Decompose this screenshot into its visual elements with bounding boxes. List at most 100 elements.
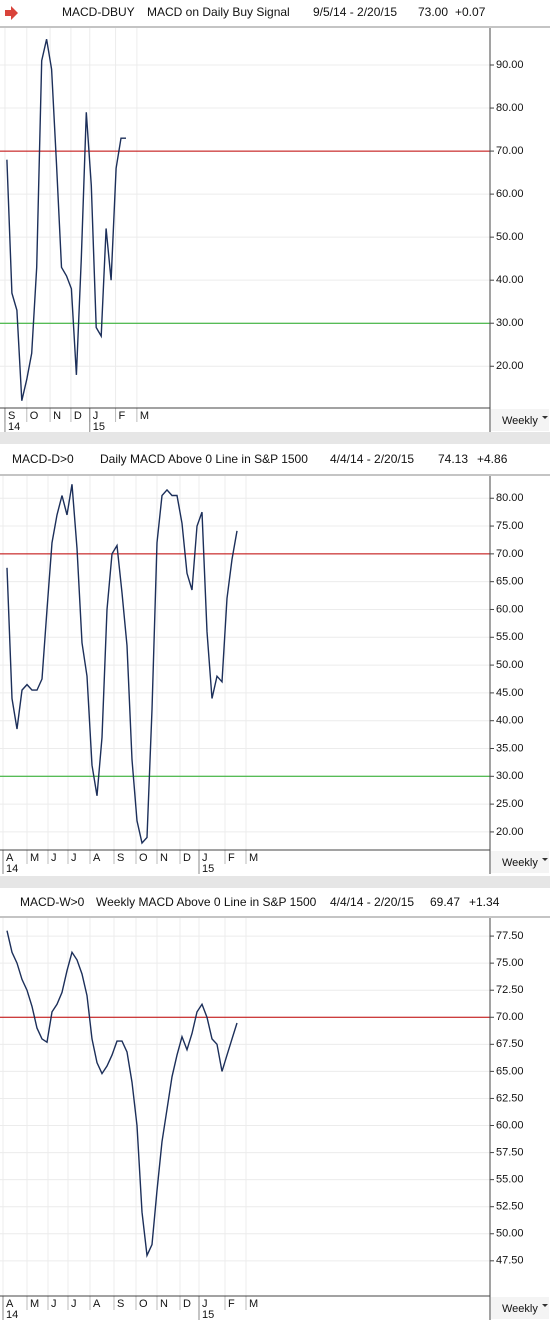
y-tick-label: 80.00	[496, 102, 524, 114]
x-tick-label: M	[249, 852, 258, 864]
y-tick-label: 60.00	[496, 188, 524, 200]
year-label: 14	[6, 1309, 18, 1321]
y-tick-label: 60.00	[496, 603, 524, 615]
y-tick-label: 77.50	[496, 930, 524, 942]
x-tick-label: D	[183, 852, 191, 864]
y-tick-label: 52.50	[496, 1201, 524, 1213]
x-tick-label: J	[202, 852, 208, 864]
y-tick-label: 25.00	[496, 798, 524, 810]
y-tick-label: 75.00	[496, 957, 524, 969]
x-tick-label: O	[139, 1298, 148, 1310]
y-tick-label: 67.50	[496, 1038, 524, 1050]
header-last: 74.13	[438, 452, 468, 466]
header-title: MACD on Daily Buy Signal	[147, 5, 290, 19]
x-tick-label: F	[228, 852, 235, 864]
header-change: +0.07	[455, 5, 486, 19]
period-select[interactable]	[491, 1297, 549, 1319]
x-tick-label: A	[93, 1298, 101, 1310]
header-change: +4.86	[477, 452, 508, 466]
y-tick-label: 80.00	[496, 492, 524, 504]
x-tick-label: D	[183, 1298, 191, 1310]
data-line	[6, 484, 238, 845]
dropdown-caret[interactable]	[542, 416, 548, 419]
y-tick-label: 75.00	[496, 520, 524, 532]
y-tick-label: 45.00	[496, 687, 524, 699]
y-tick-label: 47.50	[496, 1255, 524, 1267]
y-tick-label: 30.00	[496, 770, 524, 782]
header-change: +1.34	[469, 895, 500, 909]
y-tick-label: 60.00	[496, 1119, 524, 1131]
x-tick-label: A	[6, 852, 14, 864]
y-tick-label: 65.00	[496, 1065, 524, 1077]
header-date-range: 9/5/14 - 2/20/15	[313, 5, 397, 19]
x-tick-label: F	[228, 1298, 235, 1310]
x-tick-label: J	[93, 410, 99, 422]
header-last: 73.00	[418, 5, 448, 19]
y-tick-label: 20.00	[496, 360, 524, 372]
period-select[interactable]	[491, 851, 549, 873]
header-date-range: 4/4/14 - 2/20/15	[330, 895, 414, 909]
panel-gap	[0, 876, 550, 888]
year-label: 15	[93, 421, 105, 433]
x-tick-label: M	[249, 1298, 258, 1310]
header-date-range: 4/4/14 - 2/20/15	[330, 452, 414, 466]
y-tick-label: 20.00	[496, 826, 524, 838]
data-line	[6, 39, 126, 401]
dropdown-caret[interactable]	[542, 858, 548, 861]
x-tick-label: D	[74, 410, 82, 422]
y-tick-label: 40.00	[496, 715, 524, 727]
period-label[interactable]: Weekly	[502, 857, 538, 869]
y-tick-label: 57.50	[496, 1146, 524, 1158]
x-tick-label: N	[53, 410, 61, 422]
period-label[interactable]: Weekly	[502, 1303, 538, 1315]
header-symbol: MACD-W>0	[20, 895, 85, 909]
x-tick-label: O	[30, 410, 39, 422]
x-tick-label: A	[93, 852, 101, 864]
y-tick-label: 70.00	[496, 1011, 524, 1023]
x-tick-label: J	[71, 852, 77, 864]
header-title: Daily MACD Above 0 Line in S&P 1500	[100, 452, 308, 466]
year-label: 15	[202, 1309, 214, 1321]
y-tick-label: 70.00	[496, 145, 524, 157]
year-label: 14	[8, 421, 20, 433]
y-tick-label: 50.00	[496, 231, 524, 243]
y-tick-label: 55.00	[496, 1174, 524, 1186]
x-tick-label: M	[30, 852, 39, 864]
y-tick-label: 72.50	[496, 984, 524, 996]
header-symbol: MACD-D>0	[12, 452, 74, 466]
x-tick-label: J	[51, 852, 57, 864]
x-tick-label: J	[71, 1298, 77, 1310]
year-label: 15	[202, 863, 214, 875]
x-tick-label: S	[8, 410, 15, 422]
arrow-icon[interactable]	[5, 6, 18, 20]
x-tick-label: N	[160, 1298, 168, 1310]
y-tick-label: 30.00	[496, 317, 524, 329]
period-label[interactable]: Weekly	[502, 415, 538, 427]
x-tick-label: M	[140, 410, 149, 422]
x-tick-label: J	[51, 1298, 57, 1310]
y-tick-label: 50.00	[496, 659, 524, 671]
year-label: 14	[6, 863, 18, 875]
y-tick-label: 90.00	[496, 59, 524, 71]
header-title: Weekly MACD Above 0 Line in S&P 1500	[96, 895, 317, 909]
x-tick-label: N	[160, 852, 168, 864]
y-tick-label: 55.00	[496, 631, 524, 643]
x-tick-label: S	[117, 1298, 124, 1310]
y-tick-label: 40.00	[496, 274, 524, 286]
x-tick-label: F	[119, 410, 126, 422]
period-select[interactable]	[491, 409, 549, 431]
data-line	[6, 930, 238, 1258]
y-tick-label: 35.00	[496, 742, 524, 754]
x-tick-label: O	[139, 852, 148, 864]
header-symbol: MACD-DBUY	[62, 5, 135, 19]
y-tick-label: 50.00	[496, 1228, 524, 1240]
header-last: 69.47	[430, 895, 460, 909]
x-tick-label: M	[30, 1298, 39, 1310]
y-tick-label: 65.00	[496, 576, 524, 588]
panel-gap	[0, 432, 550, 444]
dropdown-caret[interactable]	[542, 1304, 548, 1307]
y-tick-label: 62.50	[496, 1092, 524, 1104]
x-tick-label: J	[202, 1298, 208, 1310]
